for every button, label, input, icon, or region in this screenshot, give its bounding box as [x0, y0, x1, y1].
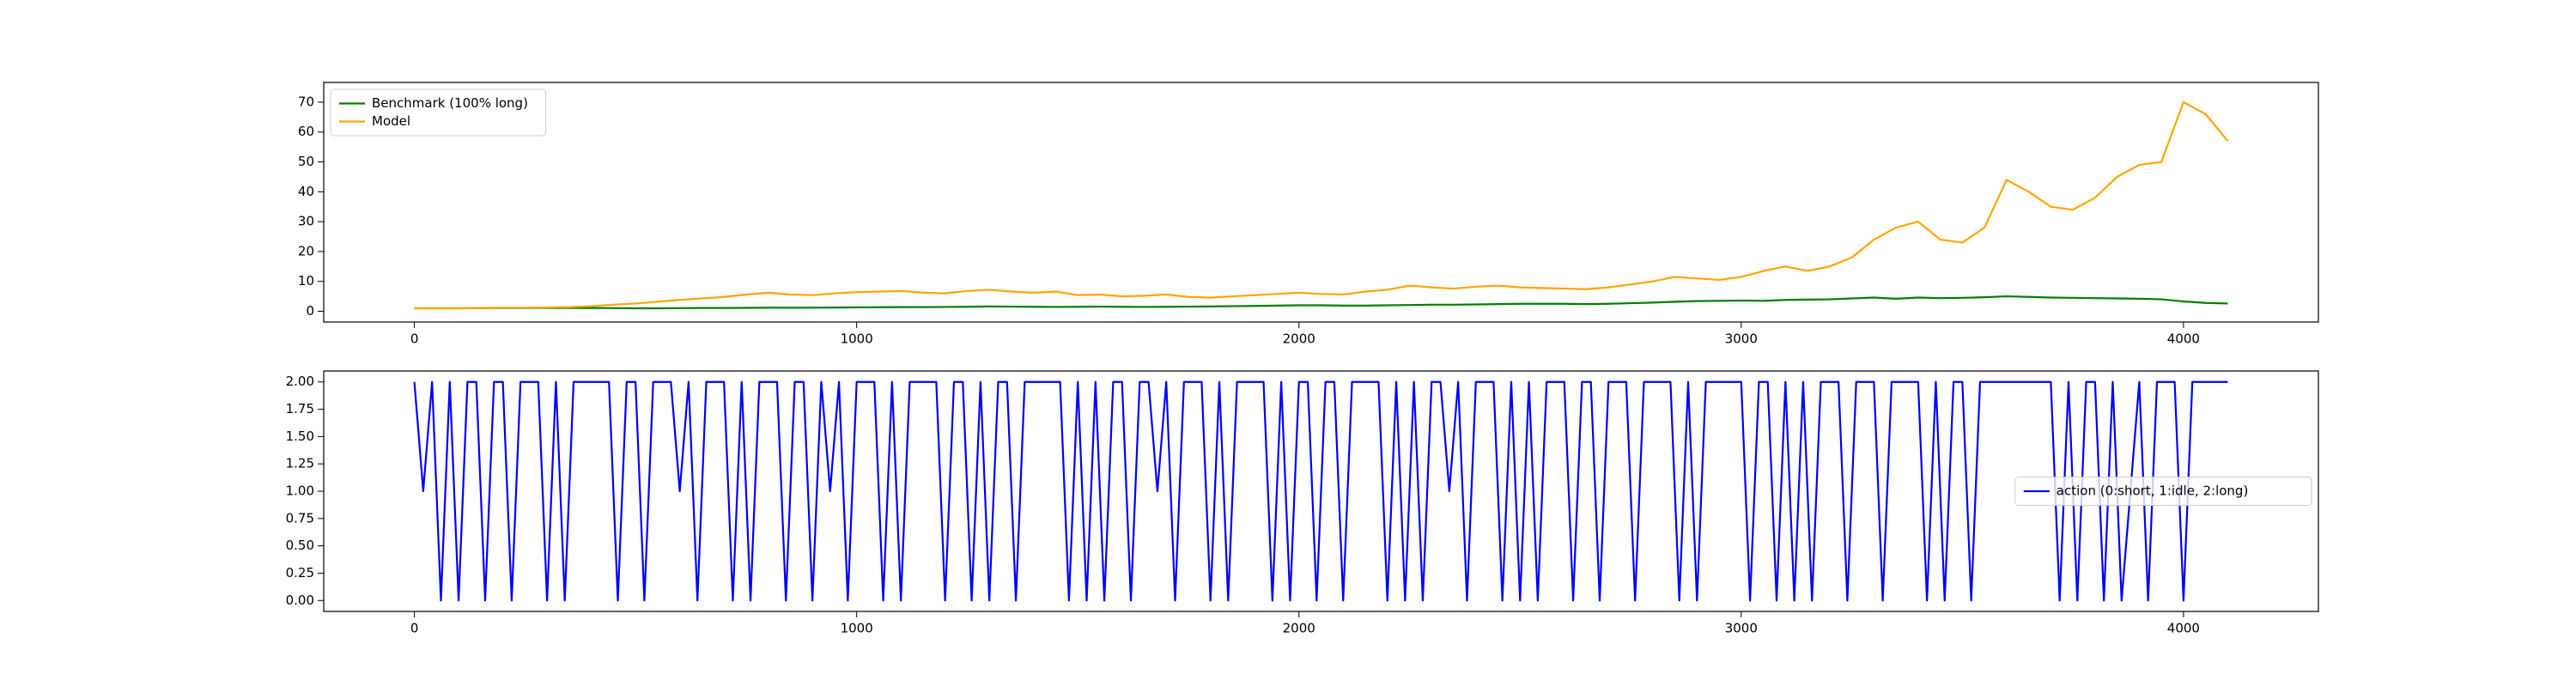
y-tick-label: 1.75 — [286, 401, 314, 416]
legend-label: Benchmark (100% long) — [372, 95, 528, 111]
y-tick-label: 20 — [298, 243, 314, 258]
legend-box — [330, 88, 547, 137]
y-tick-label: 2.00 — [286, 374, 314, 389]
y-tick-label: 70 — [298, 94, 314, 109]
y-tick-label: 0.75 — [286, 510, 314, 526]
y-tick-label: 1.00 — [286, 483, 314, 499]
series-line — [413, 380, 2228, 602]
series-line — [414, 100, 2229, 310]
y-tick-label: 0.00 — [286, 593, 314, 608]
x-tick-label: 4000 — [2167, 331, 2200, 347]
y-tick-label: 30 — [298, 214, 314, 229]
axes-frame — [323, 82, 2319, 323]
x-tick-label: 0 — [410, 331, 419, 347]
y-tick-label: 40 — [298, 184, 314, 199]
x-tick-label: 2000 — [1283, 331, 1315, 347]
legend-label: action (0:short, 1:idle, 2:long) — [2057, 483, 2249, 499]
y-tick-label: 60 — [298, 124, 314, 139]
y-tick-label: 50 — [298, 154, 314, 169]
x-tick-label: 1000 — [841, 621, 873, 636]
y-tick-label: 10 — [298, 273, 314, 289]
legend-label: Model — [372, 113, 410, 129]
y-tick-label: 0.50 — [286, 538, 314, 553]
x-tick-label: 1000 — [841, 331, 873, 347]
y-tick-label: 1.50 — [286, 429, 314, 444]
series-line — [414, 295, 2228, 310]
x-tick-label: 0 — [410, 621, 419, 636]
x-tick-label: 3000 — [1725, 331, 1758, 347]
y-tick-label: 1.25 — [286, 456, 314, 471]
y-tick-label: 0 — [306, 303, 314, 319]
axes-frame — [323, 370, 2319, 612]
y-tick-label: 0.25 — [286, 565, 314, 581]
x-tick-label: 3000 — [1725, 621, 1758, 636]
x-tick-label: 4000 — [2167, 621, 2200, 636]
x-tick-label: 2000 — [1283, 621, 1315, 636]
legend-box — [2014, 477, 2312, 506]
